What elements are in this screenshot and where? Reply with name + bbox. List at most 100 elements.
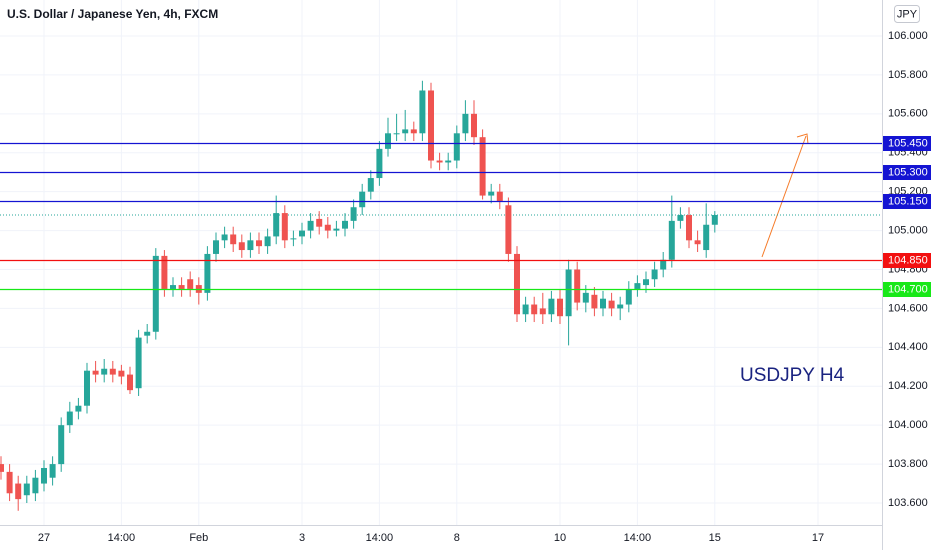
candle-body	[582, 292, 589, 303]
candle-body	[600, 298, 606, 309]
candle-body	[273, 213, 280, 237]
y-tick-label: 103.600	[888, 497, 928, 509]
candle-body	[23, 483, 30, 496]
candle-body	[548, 298, 555, 315]
candle-body	[342, 220, 348, 229]
candle-body	[694, 240, 701, 245]
candle-body	[393, 133, 400, 135]
candle-body	[376, 148, 383, 179]
x-tick-label: 14:00	[624, 532, 652, 544]
candle-body	[625, 288, 632, 305]
candle-body	[281, 213, 288, 241]
candle-body	[170, 285, 176, 289]
candle-body	[6, 471, 13, 494]
candle-body	[152, 255, 159, 332]
candle-body	[385, 133, 391, 149]
candle-body	[488, 191, 495, 196]
candle-body	[462, 113, 469, 134]
candle-body	[135, 337, 142, 389]
candle-body	[92, 370, 99, 375]
arrow-head	[796, 133, 809, 145]
x-tick-label: 10	[554, 532, 566, 544]
y-tick-label: 104.600	[888, 302, 928, 314]
candle-body	[453, 133, 460, 161]
candle-body	[324, 224, 331, 231]
candle-body	[127, 374, 133, 391]
candle-body	[703, 224, 710, 251]
candle-body	[101, 368, 108, 375]
candle-body	[290, 238, 297, 240]
candle-body	[238, 242, 245, 251]
level-tag	[883, 253, 931, 268]
currency-label: JPY	[897, 8, 918, 20]
currency-button[interactable]	[894, 5, 920, 23]
candle-body	[565, 269, 572, 317]
candle-body	[539, 308, 546, 315]
candle-body	[471, 113, 477, 138]
candle-body	[316, 218, 323, 227]
x-tick-label: 3	[299, 532, 305, 544]
candle-body	[15, 483, 22, 500]
x-tick-label: 8	[454, 532, 460, 544]
y-tick-label: 106.000	[888, 30, 928, 42]
candle-body	[677, 215, 684, 221]
candle-body	[402, 129, 409, 134]
candle-body	[359, 191, 366, 208]
y-tick-label: 105.800	[888, 69, 928, 81]
level-label: 104.700	[888, 283, 928, 295]
y-tick-label: 104.200	[888, 380, 928, 392]
candle-body	[367, 178, 374, 192]
candle-body	[84, 370, 90, 406]
candle-body	[419, 90, 426, 134]
candle-body	[299, 230, 305, 237]
candle-body	[557, 298, 563, 317]
x-tick-label: 27	[38, 532, 50, 544]
candle-body	[204, 253, 211, 293]
candle-body	[264, 236, 271, 247]
candle-body	[161, 255, 168, 289]
chart-title: U.S. Dollar / Japanese Yen, 4h, FXCM	[7, 7, 218, 21]
x-tick-label: Feb	[189, 532, 208, 544]
candle-body	[221, 234, 228, 241]
x-tick-label: 17	[812, 532, 824, 544]
candle-body	[350, 207, 357, 221]
level-tag	[883, 165, 931, 180]
candle-body	[32, 477, 39, 494]
level-tag	[883, 194, 931, 209]
candle-body	[307, 220, 314, 231]
level-label: 105.450	[888, 137, 928, 149]
candle-body	[686, 215, 692, 241]
candle-body	[58, 425, 65, 465]
candle-body	[41, 467, 47, 484]
candle-body	[643, 279, 649, 286]
candle-body	[118, 370, 125, 377]
candle-body	[591, 294, 598, 309]
y-tick-label: 104.000	[888, 419, 928, 431]
x-tick-label: 14:00	[108, 532, 136, 544]
y-tick-label: 103.800	[888, 458, 928, 470]
y-tick-label: 105.000	[888, 224, 928, 236]
candle-body	[574, 269, 581, 303]
candle-body	[49, 464, 56, 478]
level-label: 105.300	[888, 166, 928, 178]
candle-body	[651, 269, 658, 280]
candle-body	[0, 464, 4, 472]
y-tick-label: 104.400	[888, 341, 928, 353]
candle-body	[668, 220, 675, 260]
candle-body	[514, 253, 520, 315]
candle-body	[660, 259, 667, 270]
level-label: 104.850	[888, 254, 928, 266]
arrow-shaft	[761, 135, 807, 258]
candle-body	[711, 215, 718, 225]
candle-body	[522, 304, 529, 315]
candle-body	[256, 240, 262, 247]
candle-body	[187, 279, 194, 289]
annotation: USDJPY H4	[740, 365, 845, 386]
candle-body	[445, 160, 452, 163]
candle-body	[436, 160, 443, 163]
candle-body	[109, 368, 116, 375]
candle-body	[410, 129, 417, 134]
candle-body	[505, 205, 512, 254]
candle-body	[333, 228, 340, 231]
